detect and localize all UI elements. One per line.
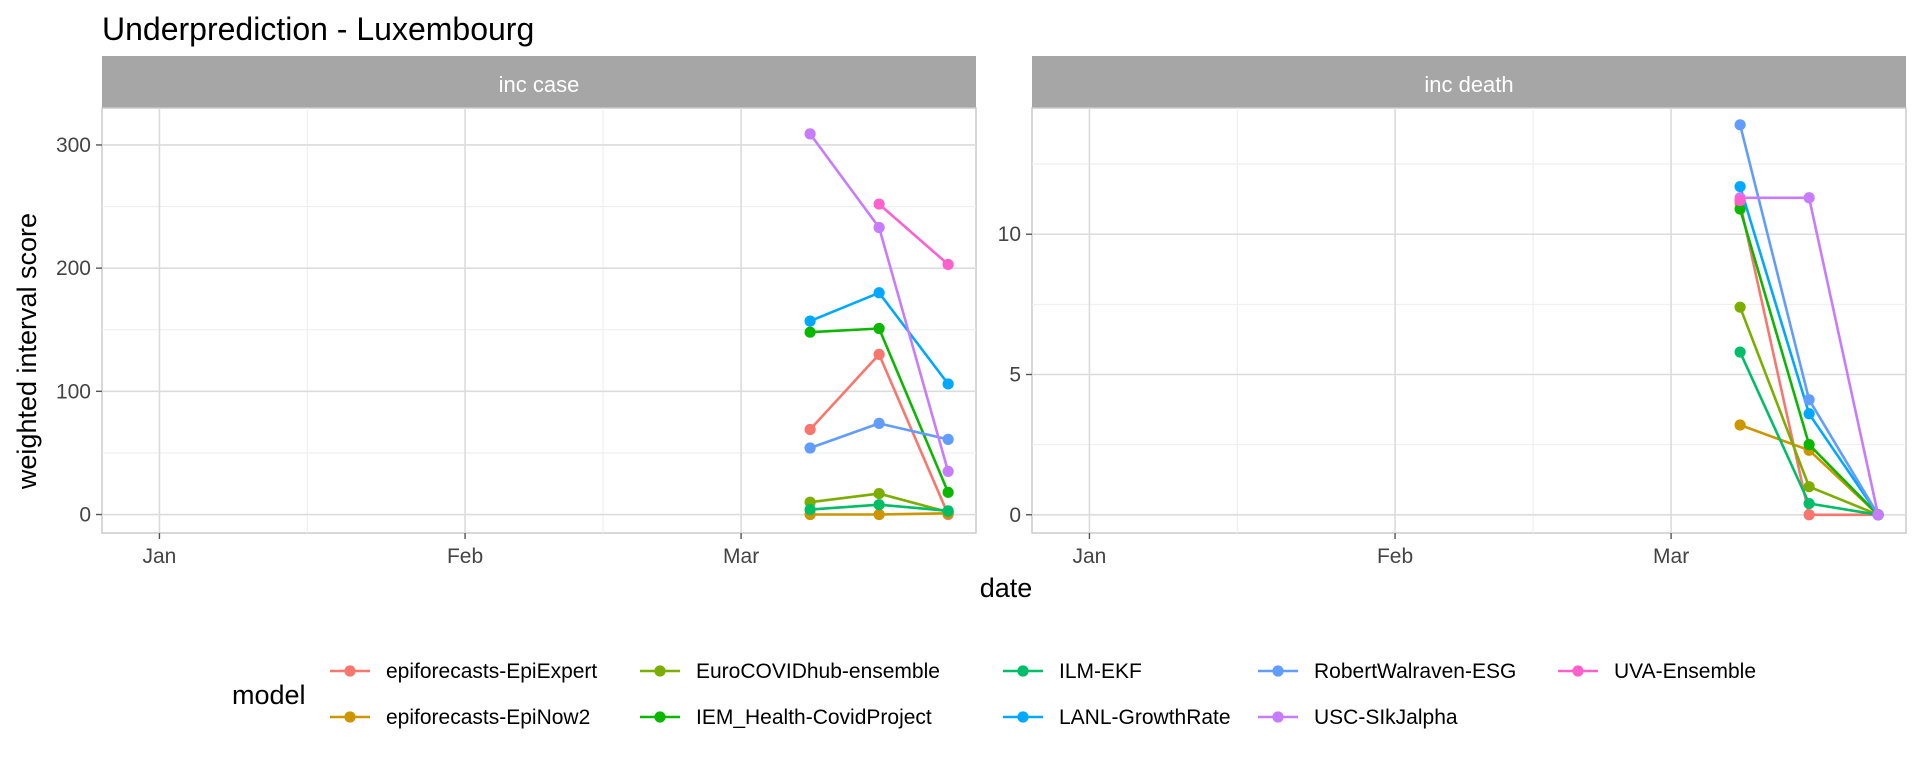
data-point-epiforecasts-epinow2 — [1734, 419, 1746, 431]
data-point-usc-sikjalpha — [873, 221, 885, 234]
x-tick-label: Mar — [1653, 545, 1689, 568]
legend-label: USC-SIkJalpha — [1314, 706, 1458, 729]
data-point-usc-sikjalpha — [804, 128, 816, 140]
data-point-ilm-ekf — [1803, 497, 1815, 510]
legend-label: epiforecasts-EpiExpert — [386, 660, 597, 683]
series-line-uva-ensemble — [878, 203, 949, 266]
legend-key-point — [654, 711, 666, 723]
data-point-iem-health-covidproject — [942, 486, 954, 498]
legend-title: model — [232, 680, 306, 710]
legend-label: epiforecasts-EpiNow2 — [386, 706, 590, 729]
data-point-lanl-growthrate — [1734, 180, 1746, 193]
data-point-iem-health-covidproject — [1734, 203, 1746, 215]
data-point-epiforecasts-epiexpert — [804, 423, 816, 436]
y-tick-label: 200 — [56, 257, 91, 280]
data-point-robertwalraven-esg — [1734, 119, 1746, 131]
data-point-iem-health-covidproject — [1803, 439, 1815, 451]
x-axis-title: date — [980, 573, 1033, 603]
y-tick-label: 10 — [998, 223, 1021, 246]
legend-key-point — [1272, 711, 1284, 723]
legend-key-point — [654, 665, 666, 677]
data-point-eurocovidhub-ensemble — [1803, 481, 1815, 493]
legend-item-lanl-growthrate: LANL-GrowthRate — [1003, 706, 1231, 729]
data-point-iem-health-covidproject — [804, 326, 816, 338]
y-tick-label: 5 — [1009, 364, 1021, 387]
facet-strip-label: inc case — [499, 72, 580, 97]
data-point-robertwalraven-esg — [873, 417, 885, 429]
panel-inc-death: inc death 0 5 10 Jan Feb Mar — [998, 56, 1907, 568]
legend-item-epiforecasts-epinow2: epiforecasts-EpiNow2 — [330, 706, 590, 729]
y-axis-title: weighted interval score — [12, 213, 42, 490]
y-tick-label: 100 — [56, 380, 91, 403]
legend-item-iem-health-covidproject: IEM_Health-CovidProject — [640, 706, 932, 729]
x-tick-label: Mar — [723, 545, 759, 568]
data-point-epiforecasts-epiexpert — [1803, 509, 1815, 521]
series-group — [1734, 119, 1884, 521]
data-point-usc-sikjalpha — [942, 465, 954, 478]
data-point-epiforecasts-epiexpert — [873, 348, 885, 360]
plot-area — [1031, 107, 1907, 534]
legend-label: EuroCOVIDhub-ensemble — [696, 660, 940, 683]
data-point-ilm-ekf — [804, 503, 816, 516]
data-point-epiforecasts-epinow2 — [873, 508, 885, 521]
x-tick-label: Jan — [1073, 545, 1107, 568]
legend-key-point — [344, 711, 356, 723]
facet-strip — [1032, 56, 1906, 108]
data-point-ilm-ekf — [942, 505, 954, 517]
legend-key-point — [1272, 665, 1284, 677]
panel-inc-case: inc case 0 100 200 300 Jan Feb Mar — [56, 56, 977, 568]
data-point-ilm-ekf — [873, 499, 885, 511]
data-point-ilm-ekf — [1734, 346, 1746, 358]
x-tick-label: Feb — [447, 545, 483, 568]
data-point-robertwalraven-esg — [1803, 394, 1815, 406]
data-point-uva-ensemble — [942, 258, 954, 271]
legend-key-point — [1017, 665, 1029, 677]
x-tick-label: Feb — [1377, 545, 1413, 568]
data-point-robertwalraven-esg — [804, 442, 816, 454]
facet-strip-label: inc death — [1424, 72, 1513, 97]
data-point-robertwalraven-esg — [942, 433, 954, 445]
legend-item-ilm-ekf: ILM-EKF — [1003, 660, 1142, 683]
legend-label: UVA-Ensemble — [1614, 660, 1756, 683]
legend-label: ILM-EKF — [1059, 660, 1142, 683]
legend-item-eurocovidhub-ensemble: EuroCOVIDhub-ensemble — [640, 660, 940, 683]
facet-strip — [102, 56, 976, 108]
legend-label: RobertWalraven-ESG — [1314, 660, 1516, 683]
data-point-lanl-growthrate — [804, 315, 816, 327]
y-tick-label: 300 — [56, 134, 91, 157]
legend-key-point — [1017, 711, 1029, 723]
data-point-eurocovidhub-ensemble — [1734, 301, 1746, 313]
plot-area — [101, 107, 977, 534]
facet-panels: inc case 0 100 200 300 Jan Feb Mar inc death 0 5 10… — [56, 56, 1907, 568]
legend-key-point — [344, 665, 356, 677]
y-tick-label: 0 — [1009, 504, 1021, 527]
x-tick-label: Jan — [143, 545, 177, 568]
data-point-uva-ensemble — [1734, 194, 1746, 207]
y-tick-label: 0 — [79, 504, 91, 527]
data-point-usc-sikjalpha — [1803, 192, 1815, 204]
chart-title: Underprediction - Luxembourg — [102, 11, 534, 47]
data-point-uva-ensemble — [873, 198, 885, 210]
data-point-eurocovidhub-ensemble — [873, 487, 885, 500]
data-point-usc-sikjalpha — [1872, 509, 1884, 521]
legend-label: LANL-GrowthRate — [1059, 706, 1231, 729]
data-point-lanl-growthrate — [942, 378, 954, 390]
legend-item-robertwalraven-esg: RobertWalraven-ESG — [1258, 660, 1516, 683]
legend-key-point — [1572, 665, 1584, 677]
series-group — [804, 128, 954, 521]
legend-item-uva-ensemble: UVA-Ensemble — [1558, 660, 1756, 683]
data-point-lanl-growthrate — [1803, 408, 1815, 420]
legend-item-usc-sikjalpha: USC-SIkJalpha — [1258, 706, 1458, 729]
data-point-iem-health-covidproject — [873, 322, 885, 335]
legend-label: IEM_Health-CovidProject — [696, 706, 932, 729]
legend-item-epiforecasts-epiexpert: epiforecasts-EpiExpert — [330, 660, 597, 683]
data-point-lanl-growthrate — [873, 287, 885, 299]
legend: epiforecasts-EpiExpert epiforecasts-EpiNo… — [330, 660, 1756, 729]
